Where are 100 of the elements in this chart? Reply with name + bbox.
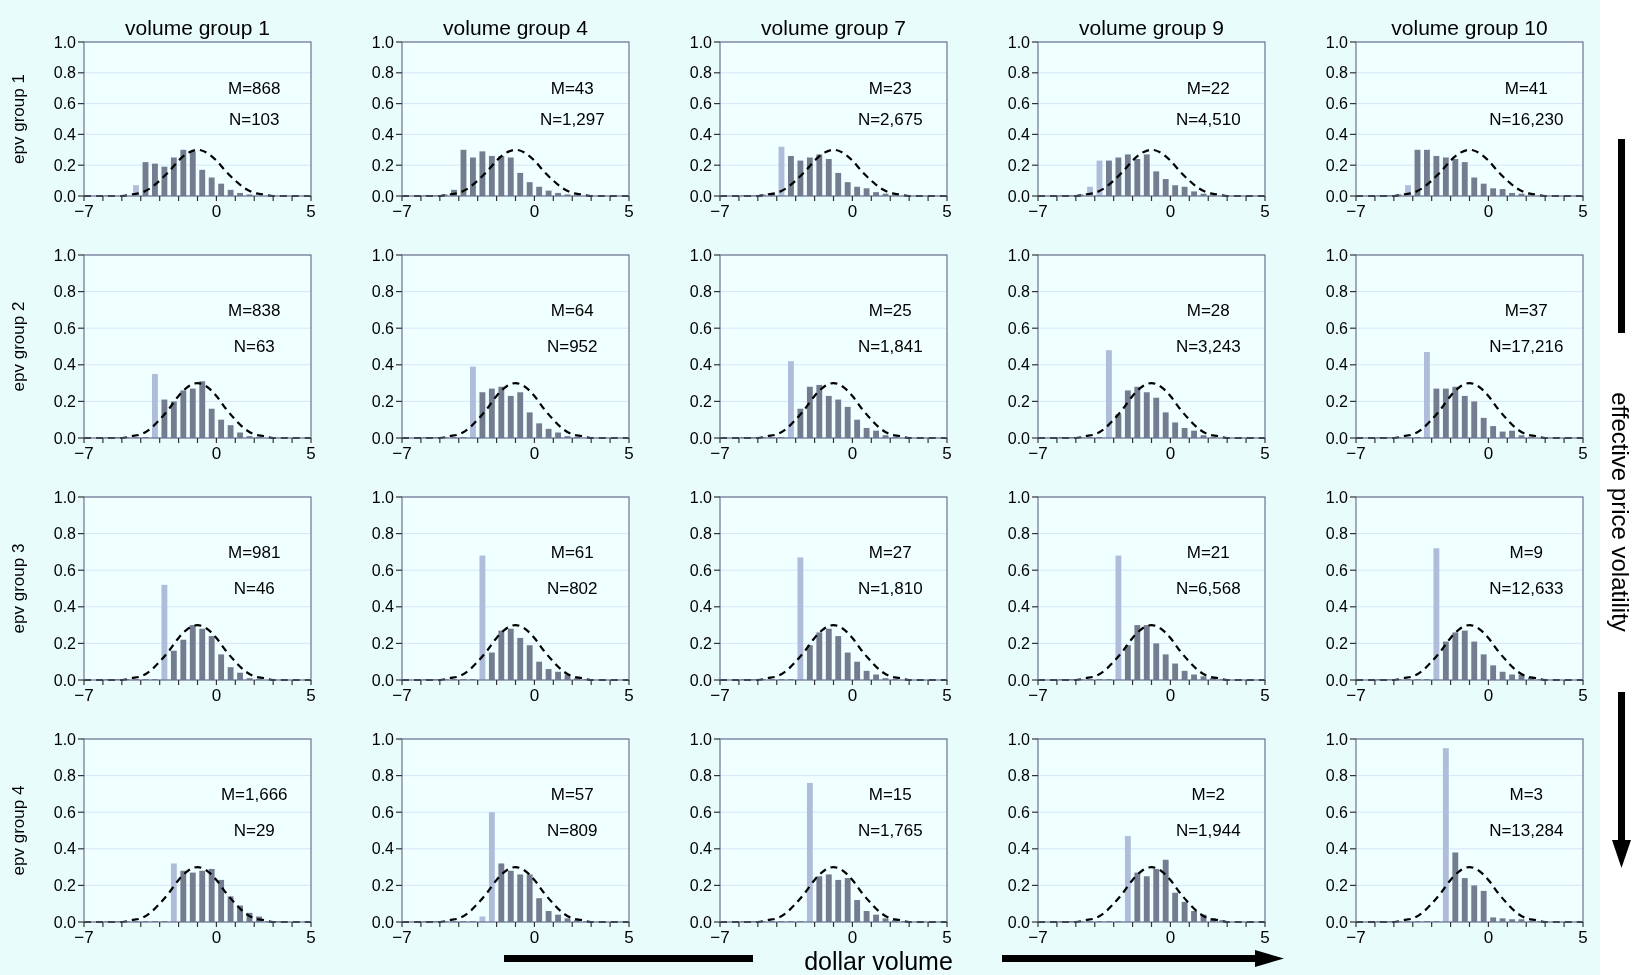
y-tick-label: 0.8 — [53, 283, 77, 301]
x-tick-label: 0 — [211, 202, 222, 221]
x-tick-label: 0 — [211, 444, 222, 463]
annotation: N=1,297 — [539, 109, 605, 129]
y-tick-label: 0.4 — [1007, 126, 1031, 143]
x-tick-label: 0 — [211, 928, 222, 947]
x-tick-label: 0 — [211, 686, 222, 705]
y-tick-label: 0.4 — [689, 598, 713, 616]
x-tick-label: 0 — [1483, 686, 1494, 705]
y-tick-label: 0.8 — [53, 525, 77, 543]
chart-title: volume group 9 — [1079, 16, 1224, 39]
y-tick-label: 0.2 — [371, 635, 395, 652]
annotation: N=29 — [233, 821, 275, 841]
y-tick-label: 0.6 — [1325, 803, 1349, 821]
y-tick-label: 0.8 — [1325, 283, 1349, 301]
y-tick-label: 0.0 — [53, 671, 77, 689]
annotation: M=1,666 — [220, 784, 288, 804]
x-tick-label: 0 — [1165, 686, 1176, 705]
y-tick-label: 0.6 — [1007, 561, 1031, 579]
annotation: N=1,810 — [857, 579, 923, 599]
annotation: M=3 — [1509, 784, 1544, 804]
annotation: N=3,243 — [1175, 337, 1241, 357]
annotation: N=46 — [233, 579, 275, 599]
y-tick-label: 0.4 — [1007, 598, 1031, 616]
x-tick-label: 0 — [529, 202, 540, 221]
y-tick-label: 0.6 — [53, 803, 77, 821]
y-tick-label: 1.0 — [1007, 488, 1031, 506]
x-tick-label: 5 — [1260, 686, 1270, 705]
y-tick-label: 0.2 — [1325, 156, 1349, 174]
x-tick-label: 5 — [624, 444, 634, 463]
x-tick-label: 5 — [306, 686, 316, 705]
chart-title: volume group 10 — [1391, 16, 1548, 39]
y-tick-label: 0.0 — [53, 429, 77, 447]
y-tick-label: 0.6 — [689, 561, 713, 579]
y-tick-label: 0.8 — [689, 767, 713, 785]
x-tick-label: 5 — [1578, 928, 1588, 947]
y-tick-label: 0.8 — [1007, 767, 1031, 785]
x-tick-label: 5 — [306, 444, 316, 463]
x-tick-label: 5 — [306, 202, 316, 221]
y-axis-title: epv group 3 — [9, 543, 28, 634]
y-tick-label: 1.0 — [371, 730, 395, 748]
y-tick-label: 0.0 — [1007, 429, 1031, 447]
x-tick-label: −7 — [392, 928, 412, 947]
y-tick-label: 0.4 — [1325, 356, 1349, 374]
x-tick-label: 5 — [624, 202, 634, 221]
y-tick-label: 1.0 — [371, 33, 395, 51]
y-tick-label: 0.0 — [1325, 429, 1349, 447]
y-tick-label: 0.8 — [53, 64, 77, 82]
annotation: N=16,230 — [1489, 109, 1564, 129]
y-tick-label: 0.8 — [1325, 767, 1349, 785]
annotation: M=981 — [228, 542, 281, 562]
y-tick-label: 0.2 — [1325, 635, 1349, 652]
annotation: M=22 — [1186, 79, 1230, 99]
y-axis-title: epv group 1 — [9, 74, 28, 164]
y-tick-label: 0.6 — [371, 319, 395, 337]
annotation: N=6,568 — [1175, 579, 1241, 599]
y-tick-label: 0.4 — [1007, 840, 1031, 858]
x-tick-label: 0 — [529, 928, 540, 947]
y-tick-label: 0.2 — [689, 635, 713, 652]
annotation: M=27 — [868, 542, 912, 562]
y-tick-label: 0.2 — [1007, 877, 1031, 894]
y-tick-label: 0.0 — [689, 671, 713, 689]
y-tick-label: 0.6 — [371, 803, 395, 821]
y-tick-label: 0.8 — [689, 525, 713, 543]
annotation: M=41 — [1504, 79, 1548, 99]
y-tick-label: 0.0 — [53, 187, 77, 205]
x-tick-label: 5 — [942, 686, 952, 705]
y-tick-label: 0.0 — [1007, 671, 1031, 689]
annotation: N=63 — [233, 337, 275, 357]
x-tick-label: 5 — [942, 444, 952, 463]
x-tick-label: 5 — [942, 202, 952, 221]
chart-title: volume group 7 — [761, 16, 906, 39]
y-tick-label: 1.0 — [1325, 246, 1349, 264]
annotation: M=21 — [1186, 542, 1230, 562]
y-tick-label: 1.0 — [1007, 246, 1031, 264]
y-tick-label: 0.4 — [371, 356, 395, 374]
y-tick-label: 1.0 — [53, 246, 77, 264]
y-tick-label: 0.4 — [371, 840, 395, 858]
y-tick-label: 0.0 — [1325, 187, 1349, 205]
y2-axis-title: effective price volatility — [1607, 392, 1634, 632]
x-tick-label: 0 — [847, 444, 858, 463]
x-tick-label: 0 — [1165, 928, 1176, 947]
y-tick-label: 0.6 — [1007, 803, 1031, 821]
y-tick-label: 0.2 — [53, 877, 77, 894]
y-tick-label: 0.0 — [371, 671, 395, 689]
x-axis-title: dollar volume — [804, 947, 953, 975]
annotation: M=15 — [868, 784, 912, 804]
y-tick-label: 0.0 — [53, 913, 77, 931]
annotation: M=868 — [228, 79, 281, 99]
chart-title: volume group 4 — [443, 16, 589, 39]
y-tick-label: 0.8 — [371, 283, 395, 301]
y-tick-label: 1.0 — [689, 246, 713, 264]
y-axis-title: epv group 4 — [9, 785, 28, 876]
y-tick-label: 0.8 — [53, 767, 77, 785]
y-tick-label: 0.2 — [689, 156, 713, 174]
y-tick-label: 1.0 — [53, 488, 77, 506]
y-tick-label: 0.2 — [371, 156, 395, 174]
y-tick-label: 0.6 — [689, 803, 713, 821]
y-tick-label: 0.2 — [371, 877, 395, 894]
x-tick-label: −7 — [710, 444, 730, 463]
